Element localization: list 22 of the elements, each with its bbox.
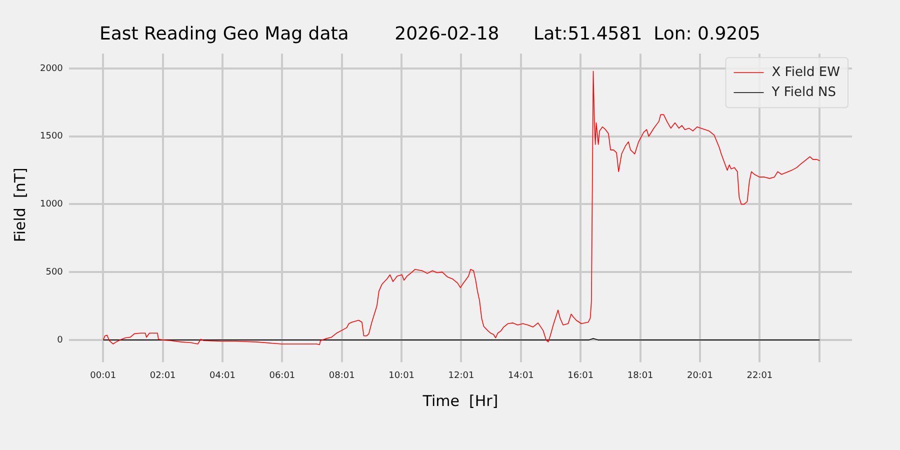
x-tick-label: 20:01 [687,370,713,381]
x-tick-label: 14:01 [508,370,534,381]
y-tick-label: 500 [46,267,64,278]
chart-title: East Reading Geo Mag data 2026-02-18 Lat:51.4581 Lon: 0.9205 [99,23,761,44]
x-tick-label: 00:01 [90,370,116,381]
legend-label: X Field EW [772,64,840,80]
x-tick-label: 10:01 [388,370,415,381]
x-tick-label: 08:01 [328,370,355,381]
x-tick-label: 06:01 [269,370,296,381]
x-tick-label: 02:01 [150,370,176,381]
y-tick-label: 1500 [40,132,64,142]
y-tick-label: 1000 [40,200,64,210]
x-tick-label: 12:01 [448,370,474,381]
x-tick-label: 22:01 [746,370,773,381]
y-tick-label: 2000 [40,64,64,74]
x-tick-label: 16:01 [568,370,594,381]
x-axis-title: Time [Hr] [422,392,498,410]
y-axis-title: Field [nT] [10,168,29,242]
x-tick-label: 18:01 [627,370,654,381]
x-tick-label: 04:01 [210,370,236,381]
y-tick-label: 0 [57,335,64,346]
legend-label: Y Field NS [770,84,836,100]
